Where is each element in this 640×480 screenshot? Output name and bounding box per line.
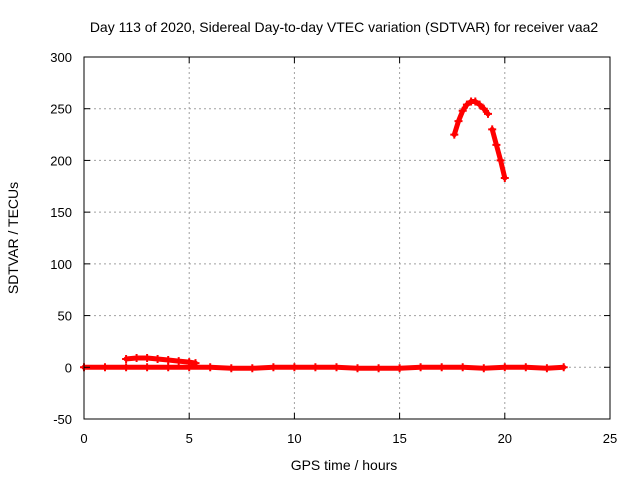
data-point — [132, 354, 141, 362]
plot-area-frame — [83, 56, 611, 420]
series-peak-arc — [450, 97, 492, 139]
y-axis-label: SDTVAR / TECUs — [5, 182, 21, 294]
data-point — [458, 106, 467, 115]
x-tick-label: 5 — [186, 431, 193, 446]
data-point — [475, 100, 484, 109]
data-point — [290, 363, 299, 372]
data-point — [462, 100, 471, 109]
y-tick-label: 150 — [50, 205, 72, 220]
x-axis-label: GPS time / hours — [291, 457, 398, 473]
data-point — [164, 356, 173, 364]
y-tick-label: 0 — [65, 360, 72, 375]
y-tick-label: 100 — [50, 257, 72, 272]
y-tick-label: 50 — [58, 309, 72, 324]
data-point — [416, 363, 425, 372]
data-point — [191, 359, 200, 368]
data-point — [479, 364, 488, 373]
data-points — [80, 97, 568, 373]
axis-ticks: 0 5 10 15 20 25 -50 0 50 100 150 200 250 300 — [50, 50, 617, 446]
data-point — [559, 363, 568, 372]
series-descending-segment — [488, 125, 509, 182]
data-point — [206, 363, 215, 372]
data-point — [122, 363, 131, 372]
data-point — [395, 364, 404, 373]
data-point — [143, 354, 152, 362]
data-point — [500, 363, 509, 372]
x-tick-label: 20 — [498, 431, 512, 446]
data-point — [164, 363, 173, 372]
data-point — [542, 364, 551, 373]
data-point — [454, 117, 463, 126]
data-point — [471, 97, 480, 106]
data-point — [496, 156, 505, 165]
data-point — [488, 125, 497, 134]
series-early-bump — [122, 354, 200, 368]
data-point — [101, 363, 109, 372]
series-line-descending-segment — [489, 126, 508, 181]
data-point — [500, 174, 509, 182]
data-point — [484, 109, 492, 118]
data-point — [374, 364, 383, 373]
data-point — [450, 130, 459, 139]
data-point — [174, 357, 183, 366]
x-tick-label: 25 — [603, 431, 617, 446]
data-point — [269, 363, 278, 372]
data-point — [492, 140, 501, 149]
series-line-baseline — [81, 364, 567, 371]
data-point — [479, 104, 488, 113]
data-point — [311, 363, 320, 372]
chart-title: Day 113 of 2020, Sidereal Day-to-day VTE… — [90, 19, 599, 35]
data-point — [122, 355, 131, 363]
y-tick-label: 300 — [50, 50, 72, 65]
data-point — [458, 363, 467, 372]
y-tick-label: -50 — [53, 412, 72, 427]
data-point — [353, 364, 362, 373]
y-tick-label: 250 — [50, 102, 72, 117]
data-point — [332, 363, 341, 372]
data-point — [153, 355, 162, 363]
data-point — [227, 364, 236, 373]
data-point — [437, 363, 446, 372]
data-point — [248, 364, 257, 373]
x-tick-label: 0 — [80, 431, 87, 446]
series-baseline — [80, 363, 568, 373]
x-tick-label: 10 — [287, 431, 301, 446]
data-point — [143, 363, 152, 372]
data-point — [521, 363, 530, 372]
y-tick-label: 200 — [50, 153, 72, 168]
x-tick-label: 15 — [392, 431, 406, 446]
